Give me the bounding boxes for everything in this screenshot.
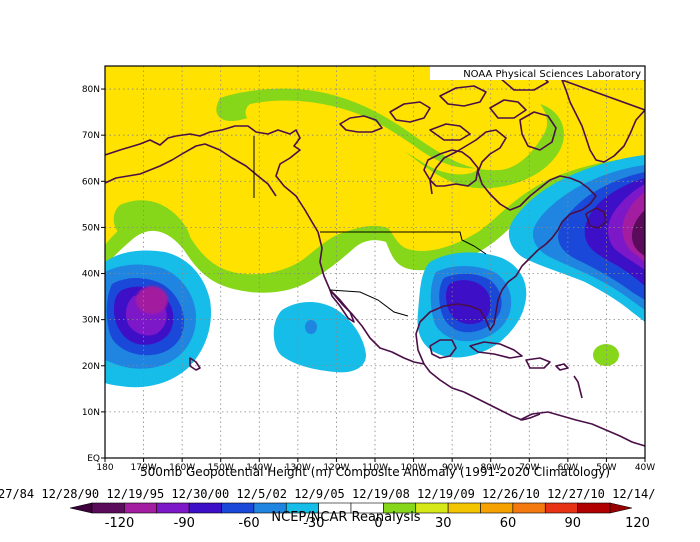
lat-label: 50N [82,223,100,233]
colorbar-tick-label: 30 [435,516,452,531]
colorbar-swatch [577,502,611,514]
lat-label: 40N [82,270,100,280]
colorbar-tick-label: 90 [564,516,581,531]
colorbar-swatch [188,502,222,514]
colorbar-tick-label: -60 [238,516,259,531]
anomaly-eastern-pacific-blue [305,320,317,334]
colorbar-swatch [124,502,158,514]
lon-label: 130W [285,463,311,473]
lat-label: EQ [87,454,100,464]
political-boundaries [253,136,487,317]
lon-label: 180 [96,463,113,473]
map-title: 500mb Geopotential Height (m) Composite … [140,465,610,479]
colorbar-ticks: -120 -90 -60 -30 0 30 60 90 120 [105,516,650,531]
latitude-axis: 80N 70N 60N 50N 40N 30N 20N 10N EQ [82,85,105,464]
lon-label: 170W [131,463,157,473]
colorbar-arrow-high [609,502,633,514]
coast-east-canada [429,129,597,223]
coast-central-america [463,391,541,421]
map-panel: NOAA Physical Sciences Laboratory [105,66,645,458]
colorbar-tick-label: -30 [303,516,324,531]
composite-dates: 27/84 12/28/90 12/19/95 12/30/00 12/5/02… [0,487,655,501]
colorbar-swatch [415,502,449,514]
coast-cuba [469,341,523,359]
lon-label: 160W [169,463,195,473]
colorbar-swatch [512,502,546,514]
anomaly-eastern-pacific-cyan [273,301,366,373]
border-us-canada [320,231,487,255]
coast-arctic-islands-5 [489,99,527,119]
anomaly-lime-arctic [245,100,480,175]
coast-arctic-islands-4 [429,123,471,141]
lon-label: 40W [635,463,655,473]
coast-aleutians [105,143,277,197]
colorbar-tick-label: 60 [500,516,517,531]
colorbar-tick-label: 0 [374,516,382,531]
coast-west-north-america [317,231,465,393]
colorbar-swatch [221,502,255,514]
anomaly-pacific-magenta [136,286,168,314]
colorbar-tick-label: -120 [105,516,135,531]
credit-box [430,66,645,80]
lat-label: 70N [82,131,100,141]
lon-label: 120W [323,463,349,473]
colorbar-swatch [91,502,125,514]
source-label: NCEP/NCAR Reanalysis [271,510,420,525]
lon-label: 100W [401,463,427,473]
coast-puerto-rico [555,363,569,371]
coast-yucatan [429,339,457,359]
lat-label: 10N [82,408,100,418]
lon-label: 110W [362,463,388,473]
lat-label: 30N [82,316,100,326]
colorbar-tick-label: 120 [625,516,650,531]
coast-alaska [105,125,319,233]
colorbar [69,502,633,514]
coastlines [105,67,645,447]
anomaly-green-atlantic [593,344,619,366]
anomaly-atlantic-darkpurple [632,210,645,256]
anomaly-southeast-violet [446,280,491,325]
lon-label: 150W [208,463,234,473]
lat-label: 20N [82,362,100,372]
lat-label: 60N [82,177,100,187]
coast-gulf-mexico [415,221,563,365]
coast-south-america [519,411,645,447]
coast-hudson-bay [423,149,479,187]
colorbar-arrow-low [69,502,93,514]
coast-antilles [573,375,583,399]
colorbar-swatch [544,502,578,514]
coast-arctic-islands-1 [339,115,383,133]
lon-label: 90W [442,463,462,473]
colorbar-tick-label: -90 [174,516,195,531]
coast-hispaniola [525,357,551,369]
colorbar-swatch [480,502,514,514]
longitude-axis: 180 170W 160W 150W 140W 130W 120W 110W 100W 90W 80… [96,458,655,473]
border-us-mexico [329,289,409,317]
lon-label: 80W [481,463,501,473]
coast-hawaii [189,357,201,371]
coast-baja [329,289,355,323]
lon-label: 60W [558,463,578,473]
coast-newfoundland [585,207,607,229]
lat-label: 80N [82,85,100,95]
lon-label: 70W [519,463,539,473]
lon-label: 140W [246,463,272,473]
colorbar-swatch [447,502,481,514]
credit-text: NOAA Physical Sciences Laboratory [463,69,641,80]
graticule [105,66,645,458]
coast-arctic-islands-3 [439,85,487,107]
colorbar-swatch [156,502,190,514]
anomaly-green-alaska [113,200,192,252]
lon-label: 50W [596,463,616,473]
coast-baffin [519,111,557,151]
coast-arctic-islands-2 [389,101,431,123]
